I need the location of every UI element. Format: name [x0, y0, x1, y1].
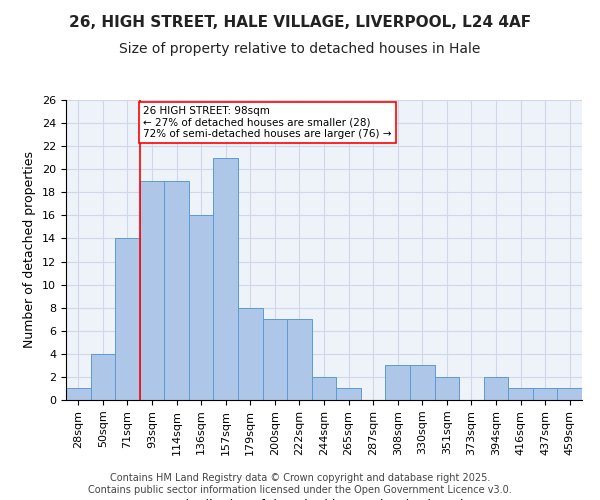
Bar [91, 354, 115, 400]
Text: 26 HIGH STREET: 98sqm
← 27% of detached houses are smaller (28)
72% of semi-deta: 26 HIGH STREET: 98sqm ← 27% of detached … [143, 106, 392, 139]
Bar [115, 238, 140, 400]
Bar [164, 181, 189, 400]
Text: Contains HM Land Registry data © Crown copyright and database right 2025.
Contai: Contains HM Land Registry data © Crown c… [88, 474, 512, 495]
Bar [434, 377, 459, 400]
Bar [410, 366, 434, 400]
Bar [263, 319, 287, 400]
Bar [508, 388, 533, 400]
Bar [557, 388, 582, 400]
Bar [238, 308, 263, 400]
Text: 26, HIGH STREET, HALE VILLAGE, LIVERPOOL, L24 4AF: 26, HIGH STREET, HALE VILLAGE, LIVERPOOL… [69, 15, 531, 30]
Bar [214, 158, 238, 400]
Bar [336, 388, 361, 400]
Bar [312, 377, 336, 400]
Bar [140, 181, 164, 400]
Bar [533, 388, 557, 400]
Bar [484, 377, 508, 400]
Bar [287, 319, 312, 400]
Bar [385, 366, 410, 400]
Bar [189, 216, 214, 400]
Y-axis label: Number of detached properties: Number of detached properties [23, 152, 37, 348]
Bar [66, 388, 91, 400]
Text: Size of property relative to detached houses in Hale: Size of property relative to detached ho… [119, 42, 481, 56]
